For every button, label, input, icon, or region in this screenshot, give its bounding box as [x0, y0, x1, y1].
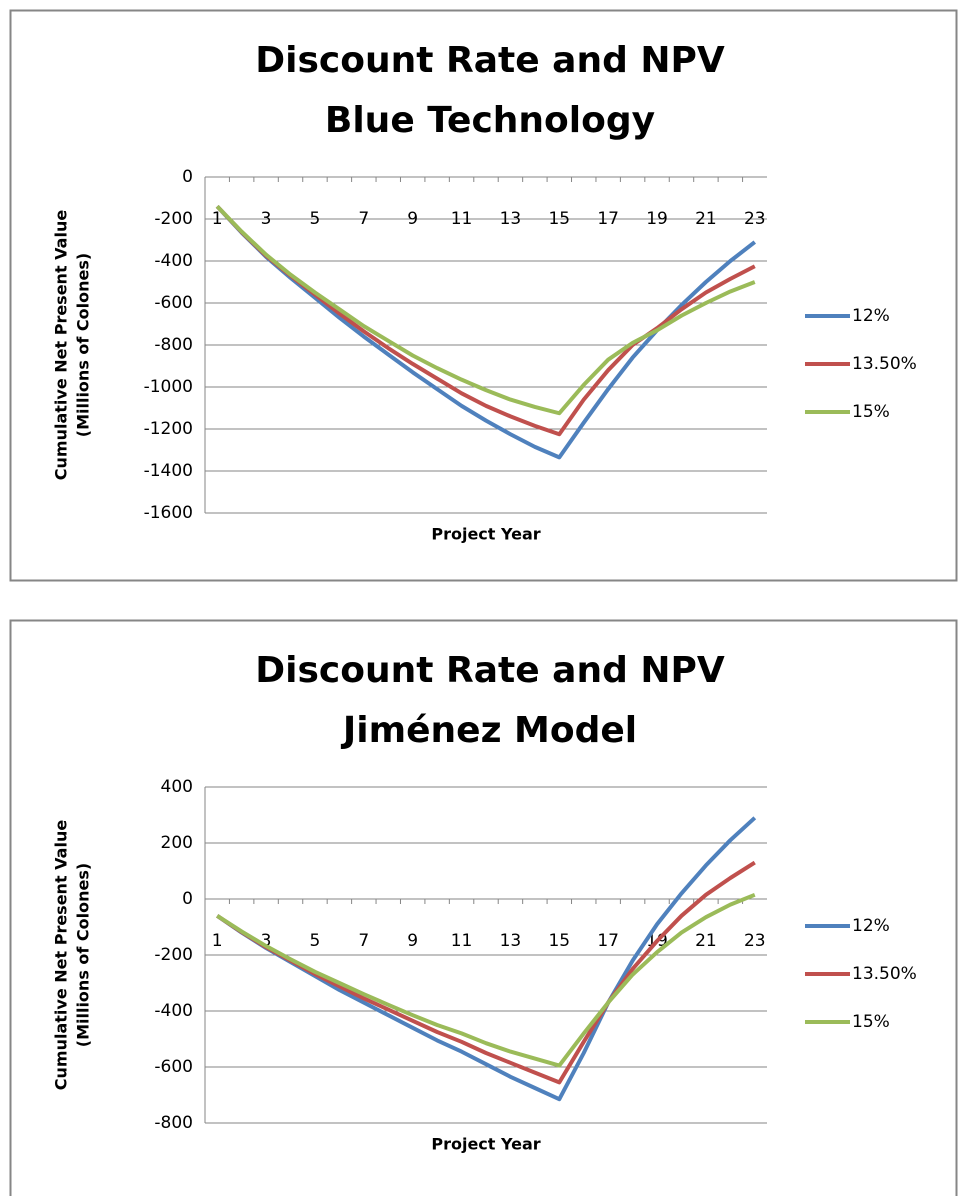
chart-title: Discount Rate and NPV: [255, 40, 725, 81]
x-tick-label: 11: [451, 209, 473, 229]
x-tick-label: 5: [310, 931, 321, 951]
legend-label: 15%: [852, 1012, 890, 1032]
x-tick-label: 7: [358, 931, 369, 951]
x-tick-label: 15: [548, 931, 570, 951]
y-tick-label: -600: [154, 1057, 193, 1077]
y-tick-label: 400: [161, 777, 193, 797]
legend-label: 15%: [852, 402, 890, 422]
y-tick-label: -1200: [144, 419, 193, 439]
y-tick-label: -1600: [144, 503, 193, 523]
x-tick-label: 9: [407, 209, 418, 229]
series-line: [216, 860, 756, 1085]
y-tick-label: -600: [154, 293, 193, 313]
y-tick-label: 0: [182, 167, 193, 187]
chart-frame: [9, 619, 958, 1196]
legend-label: 13.50%: [852, 964, 917, 984]
legend-label: 13.50%: [852, 354, 917, 374]
chart-frame: [9, 9, 958, 582]
x-tick-label: 23: [744, 209, 766, 229]
legend-label: 12%: [852, 306, 890, 326]
chart-subtitle: Blue Technology: [325, 100, 655, 141]
series-line: [216, 816, 757, 1102]
y-axis-label: Cumulative Net Present Value: [52, 210, 71, 481]
x-tick-label: 19: [646, 209, 668, 229]
x-tick-label: 13: [500, 931, 522, 951]
x-axis-label: Project Year: [431, 525, 540, 544]
y-tick-label: -800: [154, 335, 193, 355]
chart-subtitle: Jiménez Model: [340, 710, 637, 751]
x-tick-label: 9: [407, 931, 418, 951]
legend-label: 12%: [852, 916, 890, 936]
x-tick-label: 23: [744, 931, 766, 951]
y-axis-label: Cumulative Net Present Value: [52, 820, 71, 1091]
y-tick-label: -400: [154, 251, 193, 271]
x-tick-label: 15: [548, 209, 570, 229]
x-tick-label: 3: [261, 931, 272, 951]
x-tick-label: 1: [212, 209, 223, 229]
x-tick-label: 5: [310, 209, 321, 229]
y-axis-label: (Millions of Colones): [74, 863, 93, 1047]
y-tick-label: -200: [154, 945, 193, 965]
chart-title: Discount Rate and NPV: [255, 650, 725, 691]
y-tick-label: 200: [161, 833, 193, 853]
y-tick-label: -800: [154, 1113, 193, 1133]
x-tick-label: 1: [212, 931, 223, 951]
x-tick-label: 11: [451, 931, 473, 951]
y-tick-label: 0: [182, 889, 193, 909]
y-tick-label: -1400: [144, 461, 193, 481]
y-axis-label: (Millions of Colones): [74, 253, 93, 437]
x-axis-label: Project Year: [431, 1135, 540, 1154]
x-tick-label: 7: [358, 209, 369, 229]
y-tick-label: -400: [154, 1001, 193, 1021]
y-tick-label: -1000: [144, 377, 193, 397]
x-tick-label: 13: [500, 209, 522, 229]
series-line: [216, 892, 756, 1068]
x-tick-label: 21: [695, 931, 717, 951]
series-line: [215, 205, 756, 416]
series-line: [215, 205, 757, 460]
x-tick-label: 21: [695, 209, 717, 229]
y-tick-label: -200: [154, 209, 193, 229]
x-tick-label: 17: [597, 209, 619, 229]
x-tick-label: 17: [597, 931, 619, 951]
x-tick-label: 3: [261, 209, 272, 229]
